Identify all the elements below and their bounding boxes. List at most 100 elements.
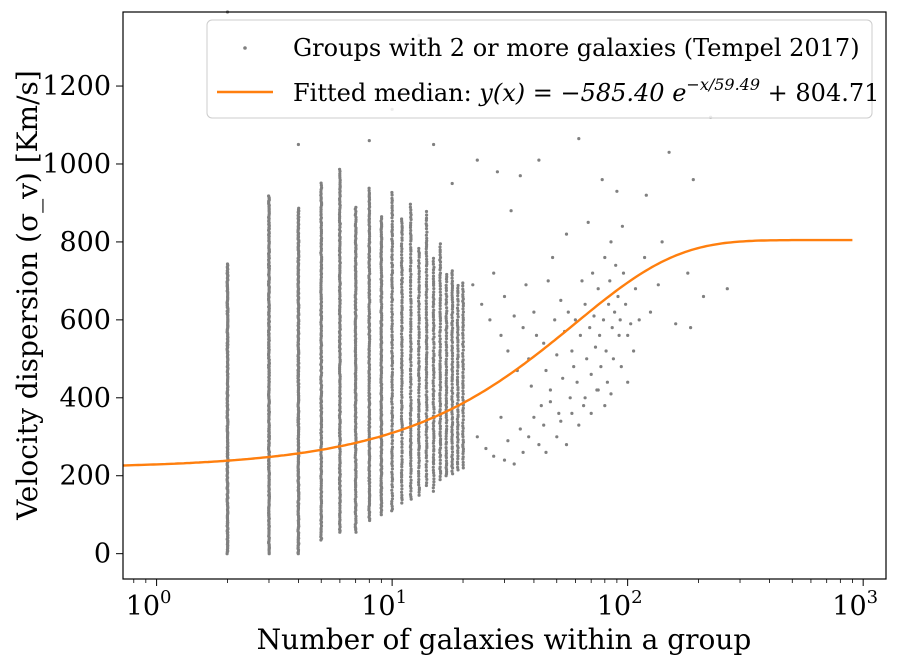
legend-label-fit: Fitted median: y(x) = −585.40 e−x/59.49 … bbox=[293, 75, 879, 107]
scatter-point bbox=[390, 491, 394, 495]
scatter-point bbox=[431, 271, 435, 275]
scatter-point bbox=[319, 190, 323, 194]
scatter-point bbox=[409, 360, 413, 364]
scatter-point bbox=[354, 492, 358, 497]
scatter-point bbox=[461, 293, 465, 297]
scatter-point bbox=[431, 321, 436, 325]
scatter-point bbox=[471, 283, 475, 287]
scatter-point bbox=[390, 318, 394, 323]
scatter-point bbox=[431, 313, 435, 317]
scatter-point bbox=[319, 425, 324, 429]
scatter-point bbox=[542, 423, 546, 427]
scatter-point bbox=[417, 474, 421, 478]
scatter-point bbox=[367, 287, 371, 291]
scatter-point bbox=[438, 248, 442, 252]
scatter-point bbox=[425, 257, 429, 261]
scatter-point bbox=[409, 375, 413, 379]
scatter-point bbox=[400, 395, 404, 399]
scatter-point bbox=[518, 427, 522, 431]
scatter-point bbox=[461, 406, 465, 410]
scatter-point bbox=[408, 492, 413, 497]
scatter-point bbox=[354, 530, 358, 534]
scatter-point bbox=[408, 367, 413, 371]
scatter-point bbox=[596, 287, 600, 291]
scatter-point bbox=[417, 464, 421, 468]
scatter-point bbox=[390, 237, 394, 241]
scatter-point bbox=[400, 321, 404, 325]
scatter-point bbox=[438, 307, 442, 311]
scatter-point bbox=[320, 236, 324, 240]
scatter-point bbox=[424, 313, 428, 317]
scatter-point bbox=[367, 237, 371, 241]
scatter-point bbox=[319, 320, 323, 324]
scatter-point bbox=[456, 408, 460, 412]
scatter-point bbox=[432, 458, 436, 462]
scatter-point bbox=[424, 307, 428, 311]
scatter-point bbox=[534, 333, 539, 337]
scatter-point bbox=[425, 328, 429, 332]
scatter-point bbox=[609, 240, 613, 244]
legend-box bbox=[206, 19, 873, 119]
scatter-point bbox=[380, 318, 384, 322]
scatter-point bbox=[450, 181, 454, 186]
scatter-point bbox=[512, 314, 516, 318]
scatter-point bbox=[445, 351, 449, 355]
scatter-point bbox=[438, 377, 442, 381]
scatter-point bbox=[450, 415, 455, 420]
scatter-point bbox=[461, 460, 465, 464]
scatter-point bbox=[432, 471, 436, 475]
scatter-point bbox=[450, 362, 454, 367]
scatter-point bbox=[367, 302, 371, 307]
scatter-point bbox=[354, 353, 358, 357]
scatter-point bbox=[450, 450, 455, 454]
scatter-point bbox=[338, 508, 342, 513]
scatter-point bbox=[297, 206, 301, 210]
scatter-point bbox=[390, 292, 394, 296]
scatter-point bbox=[438, 340, 442, 344]
scatter-point bbox=[353, 455, 357, 460]
scatter-point bbox=[417, 394, 421, 398]
scatter-point bbox=[438, 427, 442, 431]
scatter-point bbox=[367, 314, 371, 318]
scatter-point bbox=[450, 354, 455, 358]
scatter-point bbox=[408, 417, 412, 421]
scatter-point bbox=[367, 191, 371, 195]
scatter-point bbox=[425, 481, 429, 485]
scatter-point bbox=[461, 381, 465, 386]
scatter-point bbox=[338, 271, 342, 275]
scatter-point bbox=[450, 276, 454, 280]
scatter-point bbox=[432, 444, 436, 448]
scatter-point bbox=[644, 193, 648, 197]
legend: Groups with 2 or more galaxies (Tempel 2… bbox=[206, 19, 879, 119]
scatter-point bbox=[408, 225, 413, 230]
scatter-point bbox=[450, 373, 455, 377]
scatter-point bbox=[603, 255, 607, 260]
scatter-point bbox=[512, 462, 516, 466]
scatter-point bbox=[456, 372, 460, 376]
scatter-point bbox=[450, 460, 454, 464]
scatter-point bbox=[390, 225, 394, 229]
scatter-point bbox=[456, 309, 460, 313]
scatter-point bbox=[438, 348, 442, 353]
scatter-point bbox=[353, 361, 358, 365]
scatter-point bbox=[338, 388, 342, 392]
scatter-point bbox=[432, 376, 436, 380]
scatter-point bbox=[400, 318, 404, 322]
scatter-point bbox=[461, 304, 465, 308]
scatter-point bbox=[424, 378, 428, 382]
scatter-point bbox=[409, 308, 413, 312]
scatter-point bbox=[390, 193, 394, 197]
scatter-point bbox=[438, 383, 442, 387]
scatter-point bbox=[390, 289, 394, 294]
scatter-point bbox=[400, 238, 404, 242]
scatter-point bbox=[593, 345, 598, 349]
scatter-point bbox=[432, 453, 436, 457]
scatter-point bbox=[367, 429, 371, 433]
scatter-point bbox=[408, 267, 412, 271]
scatter-point bbox=[400, 465, 404, 469]
scatter-point bbox=[444, 319, 448, 323]
scatter-point bbox=[610, 326, 614, 330]
scatter-point bbox=[390, 204, 394, 208]
scatter-point bbox=[390, 327, 394, 331]
scatter-point bbox=[409, 347, 413, 351]
